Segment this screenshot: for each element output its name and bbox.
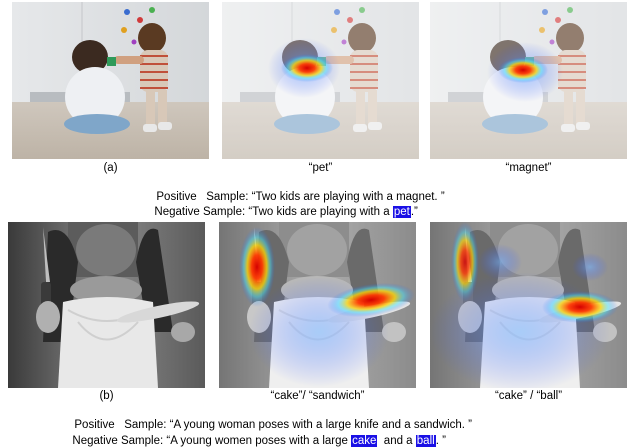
- top-negative-sentence: Negative Sample: “Two kids are playing w…: [148, 191, 418, 219]
- top-negative-highlight: pet: [392, 206, 411, 218]
- bottom-negative-after: . ”: [435, 435, 446, 447]
- label-magnet: “magnet”: [505, 162, 552, 174]
- bottom-positive-sentence: Positive Sample: “A young woman poses wi…: [68, 404, 472, 432]
- bottom-negative-sentence: Negative Sample: “A young women poses wi…: [66, 420, 446, 448]
- top-positive-prefix: Positive Sample:: [156, 191, 252, 203]
- bottom-positive-prefix: Positive Sample:: [74, 419, 170, 431]
- label-cake-sandwich: “cake”/ “sandwich”: [270, 390, 365, 402]
- kids-heatmap-magnet: [430, 2, 627, 159]
- bottom-negative-highlight-ball: ball: [415, 435, 436, 447]
- woman-heatmap-cake-sandwich: [219, 222, 416, 388]
- top-negative-before: “Two kids are playing with a: [248, 206, 393, 218]
- label-b: (b): [99, 390, 114, 402]
- woman-heatmap-cake-ball: [430, 222, 627, 388]
- woman-original-image: [8, 222, 205, 388]
- kids-original-image: [12, 2, 209, 159]
- top-negative-after: .”: [410, 206, 418, 218]
- label-a: (a): [103, 162, 118, 174]
- bottom-negative-before: “A young women poses with a large: [166, 435, 352, 447]
- top-positive-sentence: Positive Sample: “Two kids are playing w…: [150, 176, 445, 204]
- bottom-positive-text: “A young woman poses with a large knife …: [169, 419, 472, 431]
- top-positive-text: “Two kids are playing with a magnet. ”: [251, 191, 445, 203]
- bottom-negative-highlight-cake: cake: [351, 435, 378, 447]
- kids-heatmap-pet: [222, 2, 419, 159]
- bottom-negative-prefix: Negative Sample:: [72, 435, 167, 447]
- bottom-negative-middle: and a: [377, 435, 416, 447]
- top-negative-prefix: Negative Sample:: [154, 206, 249, 218]
- label-pet: “pet”: [308, 162, 333, 174]
- label-cake-ball: “cake” / “ball”: [494, 390, 563, 402]
